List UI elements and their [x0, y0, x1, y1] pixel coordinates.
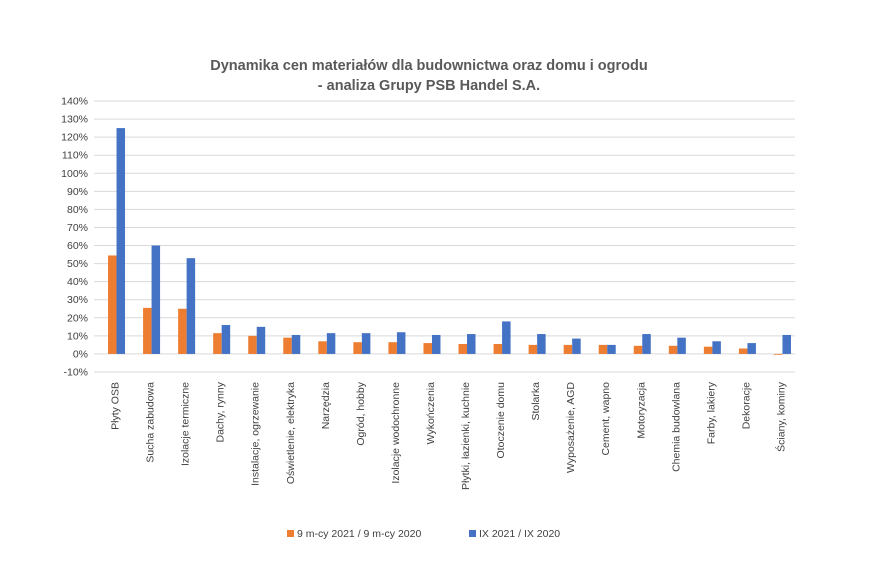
category-label: Chemia budowlana — [670, 382, 682, 472]
category-label: Płytki, łazienki, kuchnie — [460, 382, 472, 490]
bar-9m-2 — [178, 308, 187, 354]
bar-ix-11 — [502, 321, 511, 354]
legend-label: 9 m-cy 2021 / 9 m-cy 2020 — [297, 528, 421, 540]
category-label: Oświetlenie, elektryka — [285, 382, 297, 484]
bar-ix-14 — [607, 344, 616, 354]
category-label: Narzędzia — [320, 382, 332, 429]
category-label: Izolacje wodochronne — [390, 382, 402, 484]
y-tick-label: 50% — [67, 258, 88, 270]
chart-title-line-1: Dynamika cen materiałów dla budownictwa … — [210, 58, 648, 74]
category-label: Ściany, kominy — [774, 381, 787, 452]
bar-ix-2 — [186, 258, 196, 354]
bar-ix-16 — [677, 337, 686, 354]
bar-9m-5 — [283, 337, 292, 354]
category-label: Dekoracje — [740, 382, 752, 429]
bar-9m-4 — [248, 335, 257, 354]
bar-9m-12 — [528, 344, 538, 354]
bar-ix-18 — [747, 343, 756, 354]
bar-9m-7 — [353, 342, 362, 354]
y-tick-label: 10% — [67, 330, 88, 342]
bar-9m-14 — [598, 344, 608, 354]
y-tick-label: 100% — [61, 168, 88, 180]
category-label: Cement, wapno — [600, 382, 612, 456]
category-label: Motoryzacja — [635, 382, 647, 439]
category-label: Otoczenie domu — [495, 382, 507, 459]
y-tick-label: 20% — [67, 312, 88, 324]
bar-9m-15 — [633, 345, 643, 354]
bar-ix-4 — [256, 326, 266, 354]
chart-title-line-2: - analiza Grupy PSB Handel S.A. — [318, 78, 540, 94]
category-label: Izolacje termiczne — [180, 382, 192, 466]
bar-9m-8 — [388, 342, 397, 354]
legend: 9 m-cy 2021 / 9 m-cy 2020 IX 2021 / IX 20… — [287, 528, 560, 540]
legend-label: IX 2021 / IX 2020 — [479, 528, 560, 540]
bar-ix-6 — [326, 333, 336, 354]
bar-9m-0 — [108, 255, 117, 354]
bar-9m-11 — [493, 343, 503, 354]
category-label: Stolarka — [530, 382, 542, 421]
category-label: Sucha zabudowa — [145, 382, 157, 463]
bar-ix-15 — [642, 334, 651, 354]
bar-9m-19 — [773, 353, 783, 355]
y-tick-label: 110% — [62, 150, 88, 162]
y-axis-ticks: -10% 0% 10% 20% 30% 40% 50% 60% 70% 80% 90% 100% 110… — [61, 96, 88, 379]
bar-9m-10 — [458, 343, 468, 354]
y-tick-label: 70% — [67, 222, 88, 234]
y-tick-label: 130% — [61, 114, 88, 126]
bar-ix-10 — [467, 334, 476, 354]
bar-9m-9 — [423, 343, 432, 354]
bar-9m-18 — [738, 348, 748, 354]
bar-9m-1 — [143, 307, 152, 354]
category-label: Płyty OSB — [110, 382, 122, 430]
bar-ix-1 — [151, 245, 161, 354]
bar-ix-12 — [537, 334, 546, 354]
bar-ix-13 — [572, 338, 581, 354]
y-tick-label: 60% — [67, 240, 88, 252]
bar-ix-0 — [116, 128, 126, 354]
y-tick-label: 0% — [73, 348, 88, 360]
bar-9m-16 — [668, 345, 678, 354]
bar-9m-3 — [213, 333, 222, 354]
bar-ix-9 — [431, 334, 441, 354]
category-label: Ogród, hobby — [355, 381, 367, 445]
category-label: Instalacje, ogrzewanie — [250, 382, 262, 486]
y-tick-label: 90% — [67, 186, 88, 198]
category-label: Dachy, rynny — [215, 381, 227, 442]
y-tick-label: 30% — [67, 294, 88, 306]
bar-ix-7 — [361, 333, 371, 354]
bar-ix-5 — [291, 334, 301, 354]
bar-ix-3 — [221, 325, 231, 354]
bars — [108, 128, 791, 355]
bar-ix-8 — [396, 332, 406, 354]
gridlines — [94, 100, 795, 373]
legend-swatch — [287, 530, 294, 537]
y-tick-label: 120% — [61, 132, 88, 144]
category-label: Wyposażenie, AGD — [565, 382, 577, 473]
bar-9m-6 — [318, 341, 327, 354]
y-tick-label: 80% — [67, 204, 88, 216]
bar-9m-13 — [563, 344, 573, 354]
category-label: Wykończenia — [425, 382, 437, 445]
x-axis-categories: Płyty OSB Sucha zabudowa Izolacje termiczn… — [110, 381, 788, 490]
y-tick-label: 140% — [61, 96, 88, 108]
bar-ix-19 — [782, 334, 791, 354]
bar-9m-17 — [703, 346, 713, 354]
legend-swatch — [469, 530, 476, 537]
y-tick-label: -10% — [63, 367, 88, 379]
category-label: Farby, lakiery — [705, 381, 717, 444]
y-tick-label: 40% — [67, 276, 88, 288]
bar-ix-17 — [712, 341, 721, 354]
